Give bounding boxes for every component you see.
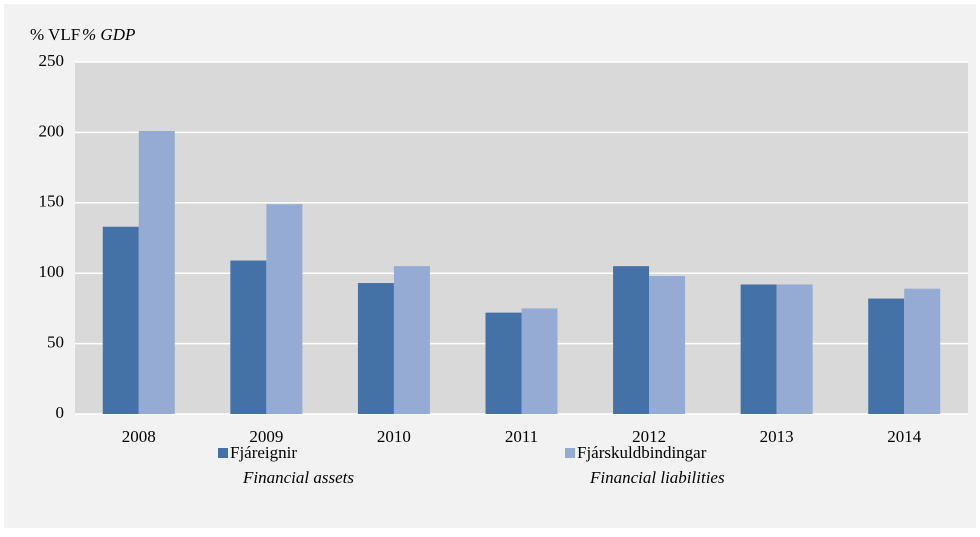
legend-swatch xyxy=(565,448,575,458)
x-tick-label: 2011 xyxy=(505,427,538,446)
legend-label: Fjárskuldbindingar xyxy=(577,443,707,462)
y-tick-label: 200 xyxy=(39,121,65,140)
bar xyxy=(613,266,650,414)
bar xyxy=(904,288,941,414)
bar xyxy=(357,283,394,414)
x-tick-label: 2008 xyxy=(122,427,156,446)
bar xyxy=(649,276,686,414)
bar xyxy=(740,284,777,414)
bar xyxy=(266,204,303,414)
bar xyxy=(868,298,905,414)
x-tick-label: 2009 xyxy=(249,427,283,446)
y-axis-label-en: % GDP xyxy=(82,25,135,44)
legend-swatch xyxy=(218,448,228,458)
legend-label-en: Financial liabilities xyxy=(589,468,725,487)
x-tick-label: 2013 xyxy=(760,427,794,446)
y-axis-label: % VLF xyxy=(30,25,80,44)
x-tick-label: 2010 xyxy=(377,427,411,446)
bar xyxy=(230,260,267,414)
legend-label-en: Financial assets xyxy=(242,468,354,487)
bar xyxy=(102,226,139,414)
bar xyxy=(521,308,558,414)
bar xyxy=(393,266,430,414)
legend-label: Fjáreignir xyxy=(230,443,297,462)
bar xyxy=(138,130,175,414)
bar xyxy=(776,284,813,414)
y-tick-label: 50 xyxy=(47,333,64,352)
x-tick-label: 2014 xyxy=(887,427,922,446)
y-tick-label: 0 xyxy=(56,403,65,422)
y-tick-label: 100 xyxy=(39,262,65,281)
y-tick-label: 250 xyxy=(39,51,65,70)
x-tick-label: 2012 xyxy=(632,427,666,446)
bar xyxy=(485,312,522,414)
y-tick-label: 150 xyxy=(39,192,65,211)
